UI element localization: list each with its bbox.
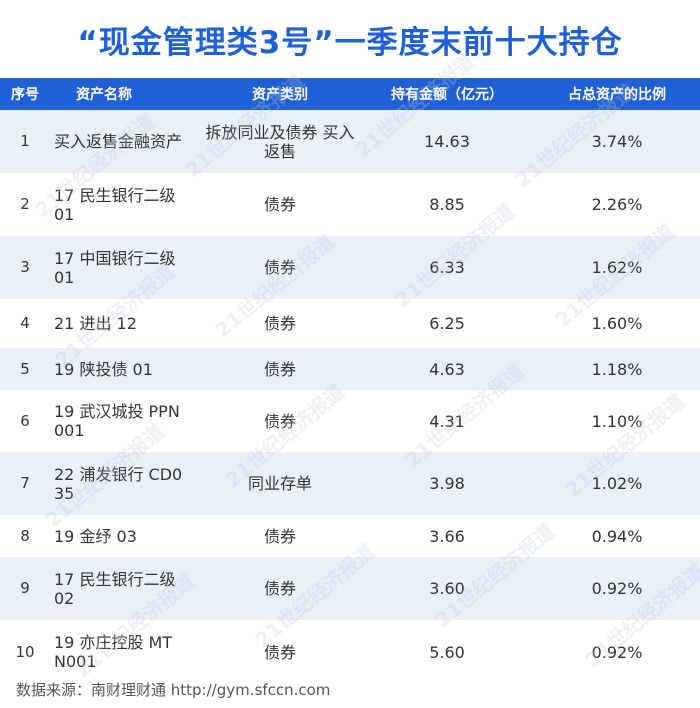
- table-row: 7 22 浦发银行 CD0 35 同业存单 3.98 1.02%: [0, 452, 700, 515]
- row-asset-name: 19 陕投债 01: [54, 359, 153, 379]
- row-asset-type: 债券: [263, 314, 296, 333]
- row-asset-name: 19 金纾 03: [54, 526, 137, 546]
- row-no: 9: [20, 579, 30, 597]
- row-asset-name: 17 民生银行二级 02: [54, 569, 176, 608]
- row-asset-type: 债券: [263, 411, 296, 431]
- row-no: 4: [20, 314, 30, 332]
- row-amount: 4.31: [429, 411, 465, 431]
- row-asset-type: 债券: [263, 642, 296, 662]
- table-row: 4 21 进出 12 债券 6.25 1.60%: [0, 299, 700, 348]
- header-asset-name: 资产名称: [76, 87, 132, 103]
- row-no: 2: [20, 195, 30, 213]
- header-no: 序号: [11, 87, 39, 103]
- row-percent: 2.26%: [591, 195, 643, 214]
- row-percent: 1.10%: [591, 411, 643, 431]
- row-asset-name: 17 民生银行二级 01: [54, 185, 176, 224]
- row-percent: 1.02%: [591, 474, 643, 493]
- row-asset-name: 买入返售金融资产: [54, 132, 183, 151]
- table-row: 1 买入返售金融资产 拆放同业及债券 买入返售 14.63 3.74%: [0, 110, 700, 173]
- row-percent: 0.94%: [591, 526, 643, 546]
- table-row: 2 17 民生银行二级 01 债券 8.85 2.26%: [0, 173, 700, 236]
- row-amount: 6.25: [429, 314, 465, 333]
- row-asset-name: 22 浦发银行 CD0 35: [54, 464, 183, 503]
- row-amount: 14.63: [424, 132, 470, 151]
- header-asset-type: 资产类别: [252, 87, 308, 103]
- table-row: 9 17 民生银行二级 02 债券 3.60 0.92%: [0, 557, 700, 620]
- row-amount: 6.33: [429, 258, 465, 277]
- row-asset-type: 债券: [263, 258, 296, 277]
- row-asset-type: 拆放同业及债券 买入返售: [205, 122, 355, 161]
- row-asset-name: 19 亦庄控股 MT N001: [54, 633, 173, 671]
- row-asset-name: 17 中国银行二级 01: [54, 248, 176, 287]
- row-no: 1: [20, 132, 30, 150]
- row-no: 3: [20, 258, 30, 276]
- row-percent: 1.62%: [591, 258, 643, 277]
- row-no: 5: [20, 359, 30, 378]
- row-no: 10: [15, 642, 35, 661]
- table-header-row: 序号 资产名称 资产类别 持有金额（亿元） 占总资产的比例: [0, 78, 700, 110]
- row-amount: 8.85: [429, 195, 465, 214]
- header-amount: 持有金额（亿元）: [391, 87, 503, 103]
- table-row: 3 17 中国银行二级 01 债券 6.33 1.62%: [0, 236, 700, 299]
- row-asset-name: 21 进出 12: [54, 314, 137, 333]
- table-row: 10 19 亦庄控股 MT N001 债券 5.60 0.92%: [0, 620, 700, 684]
- row-percent: 3.74%: [591, 132, 643, 151]
- row-percent: 0.92%: [591, 579, 643, 598]
- page-title: “现金管理类3号”一季度末前十大持仓: [77, 24, 623, 61]
- row-asset-type: 同业存单: [247, 474, 312, 493]
- row-asset-type: 债券: [263, 526, 296, 546]
- row-amount: 3.98: [429, 474, 465, 493]
- row-no: 6: [20, 411, 30, 430]
- row-no: 7: [20, 474, 30, 492]
- row-asset-name: 19 武汉城投 PPN 001: [54, 402, 180, 440]
- row-amount: 3.60: [429, 579, 465, 598]
- table-row: 5 19 陕投债 01 债券 4.63 1.18%: [0, 348, 700, 390]
- row-asset-type: 债券: [263, 195, 296, 214]
- row-no: 8: [20, 526, 30, 545]
- row-amount: 5.60: [429, 642, 465, 662]
- row-percent: 1.18%: [591, 359, 643, 379]
- row-asset-type: 债券: [263, 359, 296, 379]
- table-row: 6 19 武汉城投 PPN 001 债券 4.31 1.10%: [0, 390, 700, 452]
- header-percent: 占总资产的比例: [568, 87, 666, 103]
- row-percent: 0.92%: [591, 642, 643, 662]
- row-asset-type: 债券: [263, 579, 296, 598]
- data-source-footer: 数据来源：南财理财通 http://gym.sfccn.com: [16, 680, 331, 699]
- row-amount: 3.66: [429, 526, 465, 546]
- row-amount: 4.63: [429, 359, 465, 379]
- holdings-table: 序号 资产名称 资产类别 持有金额（亿元） 占总资产的比例 1 买入返售金融资产…: [0, 78, 700, 684]
- row-percent: 1.60%: [591, 314, 643, 333]
- table-row: 8 19 金纾 03 债券 3.66 0.94%: [0, 515, 700, 557]
